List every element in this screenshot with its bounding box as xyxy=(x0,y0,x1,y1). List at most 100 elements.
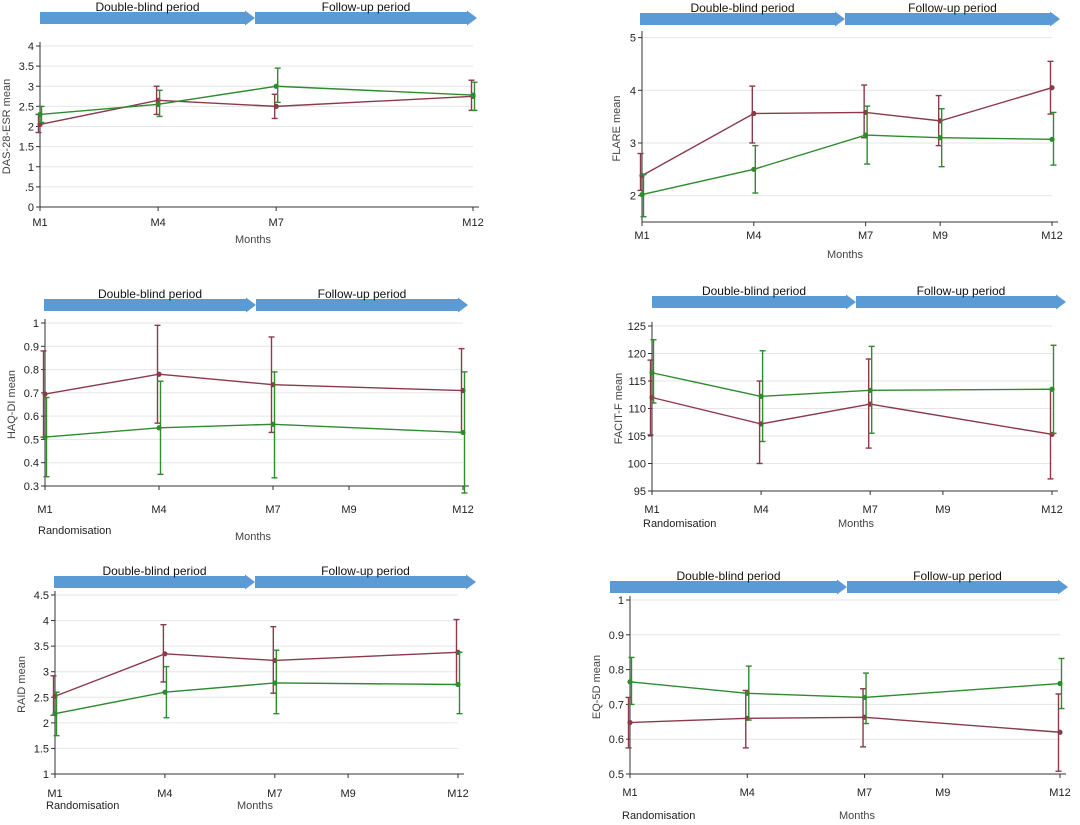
y-axis-title: RAID mean xyxy=(16,656,28,713)
x-tick-label: M7 xyxy=(269,217,284,229)
series-a xyxy=(625,688,1063,772)
data-point xyxy=(758,393,764,399)
data-point xyxy=(273,83,279,89)
y-tick-label: 4 xyxy=(43,616,49,628)
x-tick-label: M12 xyxy=(1049,787,1070,799)
x-tick-label: M1 xyxy=(622,787,637,799)
y-tick-label: 2 xyxy=(28,122,34,134)
series-b xyxy=(37,67,478,124)
randomisation-label: Randomisation xyxy=(622,810,695,822)
data-point xyxy=(1057,680,1063,687)
y-tick-label: 3 xyxy=(28,81,34,93)
chart-das28: Double-blind period Follow-up period 0 .5 1 1… xyxy=(1,0,484,246)
x-tick-label: M12 xyxy=(462,217,483,229)
y-tick-label: 100 xyxy=(628,459,646,471)
y-axis-title: FLARE mean xyxy=(611,95,623,161)
double-blind-label: Double-blind period xyxy=(690,1,794,15)
x-tick-label: M4 xyxy=(150,217,165,229)
y-tick-label: 5 xyxy=(630,33,636,45)
y-tick-label: 0.8 xyxy=(609,665,624,677)
data-point xyxy=(460,429,466,436)
x-tick-label: M7 xyxy=(858,230,873,242)
double-blind-arrow xyxy=(640,11,845,27)
x-axis-title: Months xyxy=(237,800,274,812)
follow-up-label: Follow-up period xyxy=(913,569,1002,583)
x-tick-label: M1 xyxy=(634,230,649,242)
data-point xyxy=(1049,85,1055,91)
x-tick-label: M12 xyxy=(447,788,468,800)
double-blind-arrow xyxy=(610,579,847,595)
y-tick-label: 4 xyxy=(630,85,636,97)
x-axis-title: Months xyxy=(839,810,876,822)
y-tick-label: 0.5 xyxy=(24,434,39,446)
y-tick-label: 1 xyxy=(618,595,624,607)
data-point xyxy=(37,111,43,118)
double-blind-arrow xyxy=(652,294,856,310)
x-tick-label: M9 xyxy=(341,504,356,516)
x-tick-label: M9 xyxy=(935,787,950,799)
chart-haqdi: Double-blind period Follow-up period 0.3 0.… xyxy=(6,287,474,543)
y-tick-label: .5 xyxy=(25,182,34,194)
series-line xyxy=(651,396,1053,436)
y-axis-title: EQ-5D mean xyxy=(591,655,603,719)
series-a xyxy=(637,60,1055,192)
series-line xyxy=(641,134,1053,196)
y-tick-label: 0.6 xyxy=(24,411,39,423)
y-tick-label: 0.5 xyxy=(609,769,624,781)
x-tick-label: M4 xyxy=(151,504,166,516)
chart-flare: Double-blind period Follow-up period 2 3 4 5 F… xyxy=(611,1,1063,261)
y-tick-label: 2.5 xyxy=(19,101,34,113)
follow-up-arrow xyxy=(255,10,477,26)
x-tick-label: M7 xyxy=(265,504,280,516)
data-point xyxy=(455,681,461,688)
data-point xyxy=(751,110,757,117)
x-axis-title: Months xyxy=(235,234,272,246)
data-point xyxy=(156,425,162,431)
double-blind-arrow xyxy=(54,574,255,590)
x-tick-label: M9 xyxy=(340,788,355,800)
double-blind-label: Double-blind period xyxy=(102,564,206,578)
series-line xyxy=(44,423,464,438)
x-tick-label: M4 xyxy=(753,504,768,516)
x-tick-label: M4 xyxy=(157,788,172,800)
y-tick-label: 0.8 xyxy=(24,365,39,377)
chart-facit: Double-blind period Follow-up period 95 100… xyxy=(613,284,1066,530)
double-blind-label: Double-blind period xyxy=(676,569,780,583)
follow-up-arrow xyxy=(845,11,1060,27)
data-point xyxy=(937,135,943,141)
data-point xyxy=(1057,729,1063,735)
y-tick-label: 3.5 xyxy=(34,641,49,653)
data-point xyxy=(155,101,161,107)
double-blind-arrow xyxy=(44,297,256,313)
data-point xyxy=(52,711,58,717)
data-point xyxy=(156,371,162,377)
double-blind-label: Double-blind period xyxy=(702,284,806,298)
series-line xyxy=(54,682,459,715)
y-tick-label: 0 xyxy=(28,202,34,214)
data-point xyxy=(42,391,48,397)
series-line xyxy=(44,373,464,395)
follow-up-label: Follow-up period xyxy=(917,284,1006,298)
x-tick-label: M1 xyxy=(37,504,52,516)
series-line xyxy=(629,681,1061,699)
follow-up-arrow xyxy=(256,297,468,313)
series-line xyxy=(629,716,1061,733)
y-tick-label: 95 xyxy=(634,486,646,498)
double-blind-label: Double-blind period xyxy=(95,0,199,14)
x-tick-label: M1 xyxy=(32,217,47,229)
y-tick-label: 3 xyxy=(630,138,636,150)
y-tick-label: 120 xyxy=(628,349,646,361)
y-tick-label: 105 xyxy=(628,431,646,443)
y-tick-label: 4.5 xyxy=(34,590,49,602)
follow-up-arrow xyxy=(255,574,476,590)
y-tick-label: 2 xyxy=(630,191,636,203)
y-tick-label: 0.9 xyxy=(24,341,39,353)
randomisation-label: Randomisation xyxy=(38,525,111,537)
y-tick-label: 1 xyxy=(43,769,49,781)
randomisation-label: Randomisation xyxy=(46,800,119,812)
data-point xyxy=(639,192,645,198)
y-axis-title: FACIT-F mean xyxy=(613,373,625,445)
chart-raid: Double-blind period Follow-up period 1 1.5 2… xyxy=(16,564,476,812)
data-point xyxy=(162,651,168,657)
